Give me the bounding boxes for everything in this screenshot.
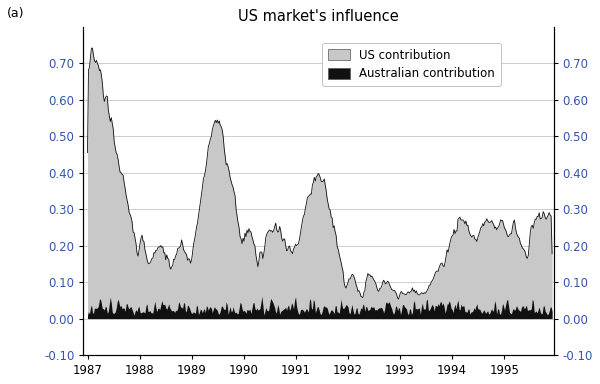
- Text: (a): (a): [7, 7, 25, 20]
- Legend: US contribution, Australian contribution: US contribution, Australian contribution: [322, 43, 501, 86]
- Title: US market's influence: US market's influence: [238, 9, 399, 24]
